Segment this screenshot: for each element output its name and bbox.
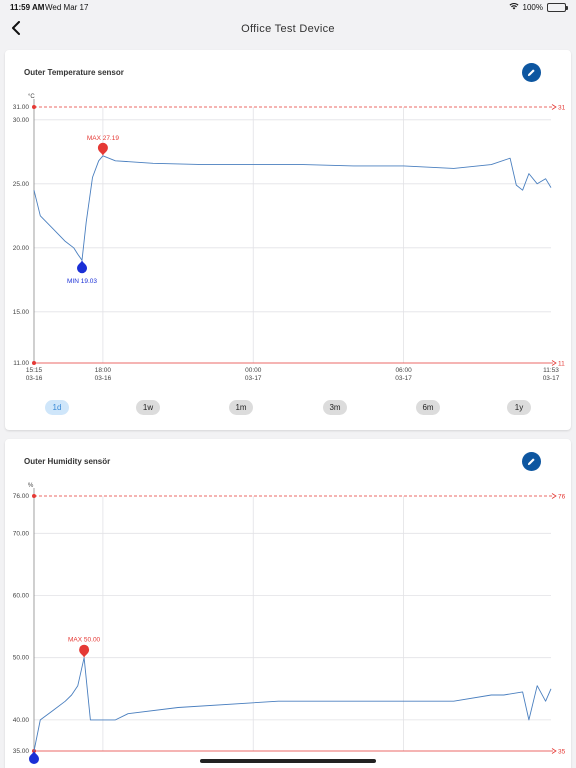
temperature-lower-limit-label: 11 (558, 361, 565, 368)
temperature-upper-limit-dot (32, 105, 36, 109)
temperature-lower-limit-arrow (551, 360, 557, 366)
temperature-x-tick-date: 03-16 (26, 375, 43, 382)
temperature-x-tick-time: 15:15 (26, 367, 43, 374)
humidity-upper-limit-dot (32, 494, 36, 498)
temperature-y-tick-label: 15.00 (13, 309, 30, 316)
range-1m-button[interactable]: 1m (229, 400, 253, 415)
humidity-y-tick-label: 50.00 (13, 655, 30, 662)
range-3m-button[interactable]: 3m (323, 400, 347, 415)
pencil-icon (527, 64, 536, 82)
temperature-unit-label: °C (28, 94, 35, 100)
temperature-y-tick-label: 11.00 (13, 360, 29, 367)
edit-humidity-button[interactable] (522, 452, 541, 471)
humidity-upper-limit-arrow (551, 493, 557, 499)
edit-temperature-button[interactable] (522, 63, 541, 82)
temperature-max-label: MAX 27.19 (87, 135, 120, 142)
temperature-x-tick-date: 03-16 (95, 375, 112, 382)
humidity-max-marker (79, 644, 90, 658)
humidity-upper-limit-label: 76 (558, 494, 566, 501)
temperature-y-tick-label: 30.00 (13, 117, 30, 124)
humidity-min-marker (29, 751, 39, 764)
humidity-y-tick-label: 60.00 (13, 593, 30, 600)
temperature-max-marker (97, 142, 108, 156)
nav-bar: Office Test Device (0, 14, 576, 46)
humidity-card-title: Outer Humidity sensör (24, 457, 111, 466)
wifi-icon (509, 2, 519, 12)
temperature-x-tick-date: 03-17 (543, 375, 560, 382)
battery-icon (547, 2, 568, 12)
temperature-y-tick-label: 25.00 (13, 181, 30, 188)
temperature-min-marker (77, 260, 88, 274)
temperature-chart[interactable]: °C 31.00 30.00 25.00 20.00 15.00 11.00 31 11 15:… (5, 50, 571, 390)
temperature-x-tick-date: 03-17 (395, 375, 412, 382)
temperature-x-tick-time: 18:00 (95, 367, 112, 374)
temperature-lower-limit-dot (32, 361, 36, 365)
temperature-upper-limit-label: 31 (558, 105, 566, 112)
temperature-card-title: Outer Temperature sensor (24, 68, 124, 77)
temperature-x-tick-time: 00:00 (245, 367, 262, 374)
status-bar: 11:59 AM Wed Mar 17 100% (0, 0, 576, 14)
range-1d-button[interactable]: 1d (45, 400, 69, 415)
humidity-y-tick-label: 35.00 (13, 748, 30, 755)
humidity-y-tick-label: 70.00 (13, 530, 30, 537)
status-indicators: 100% (509, 2, 568, 12)
range-1y-button[interactable]: 1y (507, 400, 531, 415)
range-1w-button[interactable]: 1w (136, 400, 160, 415)
humidity-lower-limit-arrow (551, 748, 557, 754)
temperature-y-tick-label: 20.00 (13, 245, 30, 252)
range-6m-button[interactable]: 6m (416, 400, 440, 415)
page-title: Office Test Device (241, 23, 335, 35)
humidity-y-tick-label: 76.00 (13, 493, 30, 500)
battery-percent: 100% (522, 2, 543, 12)
temperature-sensor-card: Outer Temperature sensor °C 31.00 30.00 25… (5, 50, 571, 430)
temperature-x-tick-date: 03-17 (245, 375, 262, 382)
temperature-y-tick-label: 31.00 (13, 104, 30, 111)
temperature-min-label: MIN 19.03 (67, 278, 97, 285)
humidity-lower-limit-label: 35 (558, 749, 566, 756)
status-time: 11:59 AM (10, 3, 45, 12)
humidity-max-label: MAX 50.00 (68, 637, 101, 644)
humidity-sensor-card: Outer Humidity sensör % 76.00 70.00 60.00 5… (5, 439, 571, 768)
humidity-y-tick-label: 40.00 (13, 717, 30, 724)
temperature-upper-limit-arrow (551, 104, 557, 110)
temperature-range-selector: 1d 1w 1m 3m 6m 1y (5, 400, 571, 420)
back-button[interactable] (6, 20, 26, 40)
humidity-chart[interactable]: % 76.00 70.00 60.00 50.00 40.00 35.00 76 35 MAX … (5, 439, 571, 768)
temperature-x-tick-time: 06:00 (395, 367, 412, 374)
status-date: Wed Mar 17 (45, 3, 89, 12)
temperature-series-line (33, 155, 552, 261)
humidity-series-line (33, 657, 552, 752)
chevron-left-icon (11, 20, 21, 40)
temperature-x-tick-time: 11:53 (543, 367, 559, 374)
humidity-unit-label: % (28, 483, 34, 489)
home-indicator (200, 759, 376, 763)
pencil-icon (527, 453, 536, 471)
